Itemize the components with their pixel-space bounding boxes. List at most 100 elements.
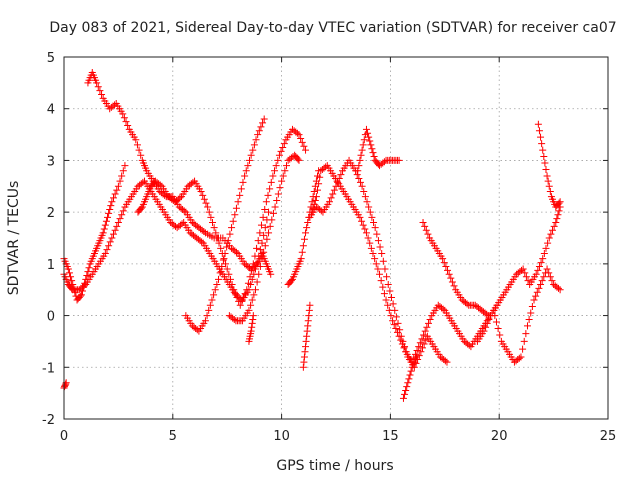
data-point-interp bbox=[261, 242, 269, 250]
data-point bbox=[358, 146, 366, 154]
data-point-interp bbox=[546, 187, 554, 195]
data-point bbox=[251, 286, 259, 294]
data-point-interp bbox=[279, 144, 287, 151]
data-point-interp bbox=[260, 231, 268, 239]
data-point bbox=[132, 136, 140, 144]
data-point-interp bbox=[384, 301, 392, 309]
data-point bbox=[371, 224, 379, 232]
data-point bbox=[384, 281, 392, 289]
data-point-interp bbox=[422, 336, 430, 344]
data-point bbox=[236, 301, 244, 309]
data-point-interp bbox=[550, 222, 558, 230]
data-point-interp bbox=[358, 217, 366, 225]
data-point-interp bbox=[83, 271, 91, 279]
data-point bbox=[532, 270, 540, 278]
x-tick-label: 20 bbox=[491, 429, 508, 444]
data-point bbox=[519, 265, 527, 273]
x-tick-label: 10 bbox=[273, 429, 290, 444]
data-point-interp bbox=[282, 162, 290, 170]
data-point bbox=[93, 79, 101, 87]
data-point bbox=[234, 198, 242, 206]
data-point-interp bbox=[205, 306, 213, 314]
data-point-interp bbox=[264, 191, 272, 199]
data-point-interp bbox=[198, 238, 206, 246]
data-point-interp bbox=[401, 343, 409, 351]
data-point-interp bbox=[139, 178, 147, 186]
data-point-interp bbox=[118, 172, 126, 180]
data-point-interp bbox=[383, 273, 391, 281]
data-point-interp bbox=[113, 222, 121, 230]
data-point bbox=[245, 306, 253, 314]
data-point bbox=[556, 286, 564, 294]
data-point bbox=[278, 177, 286, 185]
data-point bbox=[415, 343, 423, 351]
data-point bbox=[358, 182, 366, 190]
data-point-interp bbox=[363, 198, 371, 206]
data-point-interp bbox=[300, 358, 308, 366]
data-point-interp bbox=[248, 319, 256, 327]
data-point bbox=[391, 306, 399, 314]
series-track-g bbox=[284, 167, 323, 289]
data-point bbox=[302, 343, 310, 351]
data-point-interp bbox=[357, 151, 365, 159]
data-point-interp bbox=[364, 234, 372, 242]
data-point-interp bbox=[522, 330, 530, 338]
series-track-d bbox=[134, 125, 310, 309]
series-track-f bbox=[225, 151, 303, 325]
data-point bbox=[399, 394, 407, 402]
data-point-interp bbox=[294, 155, 302, 163]
data-point-interp bbox=[370, 218, 378, 226]
data-point bbox=[249, 260, 257, 268]
data-point-interp bbox=[200, 228, 208, 236]
series-track-p bbox=[299, 301, 314, 371]
data-point-interp bbox=[440, 259, 448, 267]
data-point-interp bbox=[401, 390, 409, 398]
data-point-interp bbox=[281, 167, 289, 175]
data-point-interp bbox=[238, 297, 246, 305]
data-point-interp bbox=[360, 187, 368, 195]
data-point-interp bbox=[276, 184, 284, 192]
data-point-interp bbox=[226, 230, 234, 238]
data-point-interp bbox=[549, 226, 557, 234]
data-point-interp bbox=[251, 252, 259, 260]
data-point bbox=[480, 327, 488, 335]
data-point-interp bbox=[547, 230, 555, 238]
data-point-interp bbox=[379, 283, 387, 291]
data-point bbox=[556, 198, 564, 206]
data-point-interp bbox=[389, 300, 397, 308]
data-point-interp bbox=[418, 344, 426, 352]
data-point-interp bbox=[424, 319, 432, 327]
data-point-interp bbox=[205, 208, 213, 216]
data-point-interp bbox=[219, 256, 227, 264]
data-point-interp bbox=[322, 163, 330, 171]
data-point-interp bbox=[193, 326, 201, 334]
data-point bbox=[369, 250, 377, 258]
data-point bbox=[297, 255, 305, 263]
data-point-interp bbox=[250, 291, 258, 299]
data-point-interp bbox=[137, 204, 145, 212]
data-point bbox=[254, 131, 262, 139]
series-track-r bbox=[399, 353, 421, 402]
data-point-interp bbox=[222, 260, 230, 268]
data-point-interp bbox=[515, 354, 523, 362]
data-point-interp bbox=[418, 335, 426, 343]
data-point bbox=[249, 312, 257, 320]
data-point bbox=[397, 332, 405, 340]
x-axis-label: GPS time / hours bbox=[276, 458, 393, 474]
data-point-interp bbox=[302, 337, 310, 345]
data-point-interp bbox=[259, 213, 267, 221]
data-point bbox=[491, 312, 499, 320]
data-point-interp bbox=[544, 177, 552, 185]
data-point bbox=[534, 120, 542, 128]
data-point-interp bbox=[335, 175, 343, 183]
data-point-interp bbox=[268, 216, 276, 224]
data-point bbox=[299, 363, 307, 371]
data-point-interp bbox=[100, 225, 108, 233]
data-point-interp bbox=[542, 244, 550, 252]
data-point-interp bbox=[366, 137, 374, 145]
data-point-interp bbox=[374, 237, 382, 245]
data-point-interp bbox=[540, 153, 548, 161]
data-point-interp bbox=[84, 268, 92, 276]
data-point bbox=[312, 193, 320, 201]
data-point bbox=[417, 348, 425, 356]
